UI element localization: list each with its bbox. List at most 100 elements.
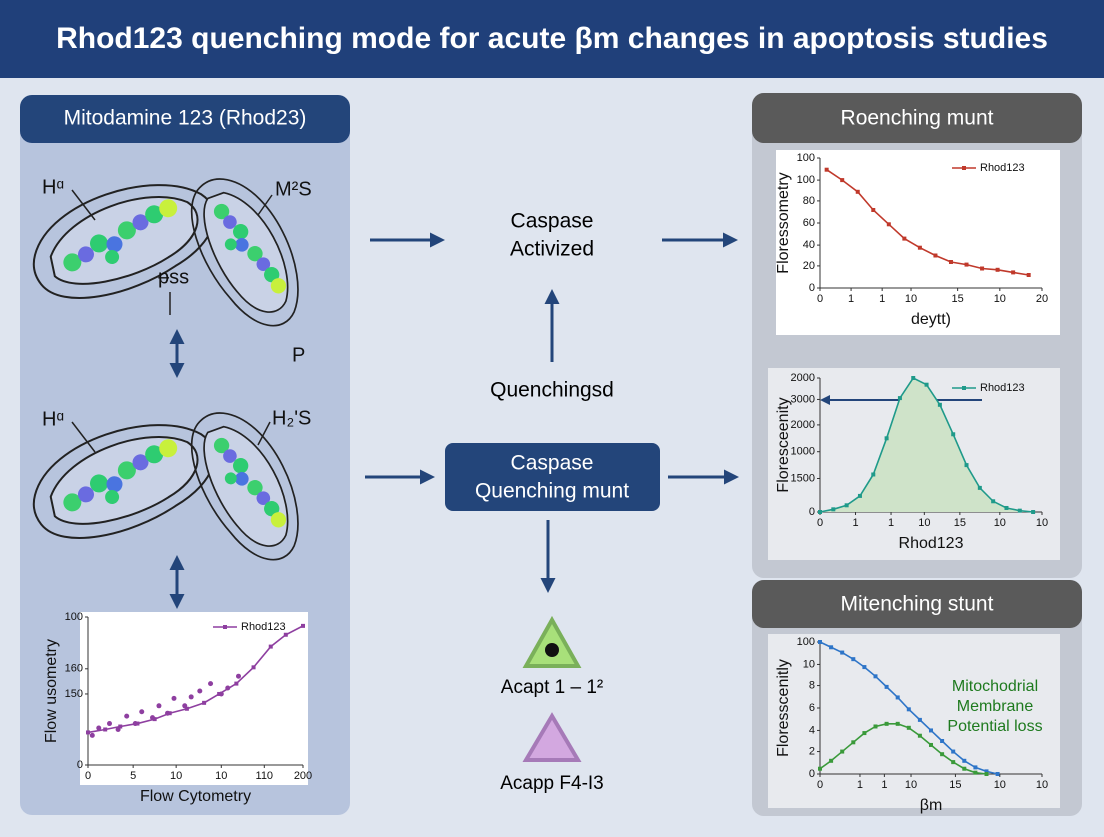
scatter-point (96, 725, 102, 731)
scatter-point (156, 703, 162, 709)
series-line (819, 723, 987, 775)
x-tick-label: 10 (170, 770, 182, 782)
series-marker (152, 717, 157, 722)
y-tick-label: 3000 (791, 393, 815, 405)
series-line (87, 625, 304, 734)
annotation: Potential loss (947, 718, 1042, 735)
series-marker (862, 731, 867, 736)
cell-label: P (292, 344, 305, 366)
area (820, 378, 1034, 512)
series-marker (268, 644, 273, 649)
annotation: Mitochodrial (952, 678, 1038, 695)
y-tick-label: 60 (803, 217, 815, 229)
series-marker (873, 674, 878, 679)
series-marker (940, 752, 945, 757)
series-marker (217, 691, 222, 696)
series-marker (873, 724, 878, 729)
series-marker (251, 665, 256, 670)
x-axis-title: Rhod123 (899, 535, 964, 552)
series-marker (917, 733, 922, 738)
y-tick-label: 20 (803, 260, 815, 272)
x-tick-label: 20 (1036, 293, 1048, 305)
y-tick-label: 10 (803, 658, 815, 670)
node-box (445, 443, 660, 511)
series-marker (857, 493, 862, 498)
series-marker (824, 167, 829, 172)
series-marker (1031, 510, 1036, 514)
x-tick-label: 10 (994, 517, 1006, 529)
series-marker (884, 436, 889, 441)
legend-label: Rhod123 (980, 382, 1025, 394)
x-tick-label: 10 (905, 779, 917, 791)
scatter-point (139, 709, 145, 715)
series-marker (951, 760, 956, 765)
x-tick-label: 10 (918, 517, 930, 529)
x-axis-title: Flow Cytometry (140, 788, 251, 805)
legend-label: Rhod123 (980, 162, 1025, 174)
series-marker (886, 222, 891, 227)
node-label: Caspase (511, 452, 594, 475)
series-marker (962, 758, 967, 763)
x-tick-label: 15 (954, 517, 966, 529)
y-tick-label: 0 (809, 282, 815, 294)
header-bar (0, 0, 1104, 78)
series-marker (924, 382, 929, 387)
series-marker (984, 769, 989, 774)
series-marker (301, 623, 305, 628)
scatter-point (89, 732, 95, 738)
series-marker (980, 266, 985, 271)
series-line (826, 169, 1029, 276)
series-marker (1011, 270, 1016, 275)
x-tick-label: 10 (215, 770, 227, 782)
series-marker (962, 766, 967, 771)
series-marker (933, 253, 938, 258)
series-marker (818, 640, 822, 644)
x-tick-label: 0 (817, 293, 823, 305)
series-marker (895, 695, 900, 700)
y-tick-label: 80 (803, 195, 815, 207)
series-marker (948, 260, 953, 264)
series-marker (973, 765, 978, 770)
cell-label: Hᵅ (42, 408, 64, 430)
series-marker (851, 740, 856, 745)
y-tick-label: 150 (65, 688, 83, 700)
cell-label: ᵽss (158, 266, 189, 288)
pointers (71, 189, 273, 453)
x-tick-label: 15 (952, 293, 964, 305)
y-axis-title: Floresceenity (775, 397, 792, 492)
series-marker (202, 700, 207, 705)
series-marker (851, 657, 856, 662)
x-tick-label: 1 (848, 293, 854, 305)
series-marker (283, 632, 288, 637)
x-tick-label: 110 (256, 770, 274, 782)
series-marker (991, 499, 996, 504)
series-marker (995, 267, 1000, 272)
x-axis-title: βm (920, 797, 943, 814)
node-label: Acapp F4-I3 (500, 773, 604, 794)
scatter-point (208, 681, 214, 687)
cell-label: Hᵅ (42, 176, 64, 198)
chart-background (776, 150, 1060, 335)
x-tick-label: 10 (905, 293, 917, 305)
series-marker (818, 766, 822, 771)
series-marker (964, 463, 969, 468)
series-marker (831, 507, 836, 512)
legend-swatch (223, 625, 227, 629)
page-title: Rhod123 quenching mode for acute βm chan… (56, 22, 1048, 55)
right-panel-title: Roenching munt (841, 107, 994, 130)
x-tick-label: 5 (130, 770, 136, 782)
y-tick-label: 2000 (791, 372, 815, 384)
flow-arrows (365, 232, 739, 593)
series-marker (855, 189, 860, 194)
x-tick-label: 10 (994, 779, 1006, 791)
x-tick-label: 0 (817, 779, 823, 791)
x-tick-label: 0 (85, 770, 91, 782)
x-tick-label: 200 (294, 770, 312, 782)
x-tick-label: 1 (888, 517, 894, 529)
series-marker (906, 725, 911, 730)
series-marker (937, 402, 942, 407)
right-panel-header (752, 580, 1082, 628)
scatter-point (107, 721, 112, 727)
y-tick-label: 100 (797, 636, 815, 648)
